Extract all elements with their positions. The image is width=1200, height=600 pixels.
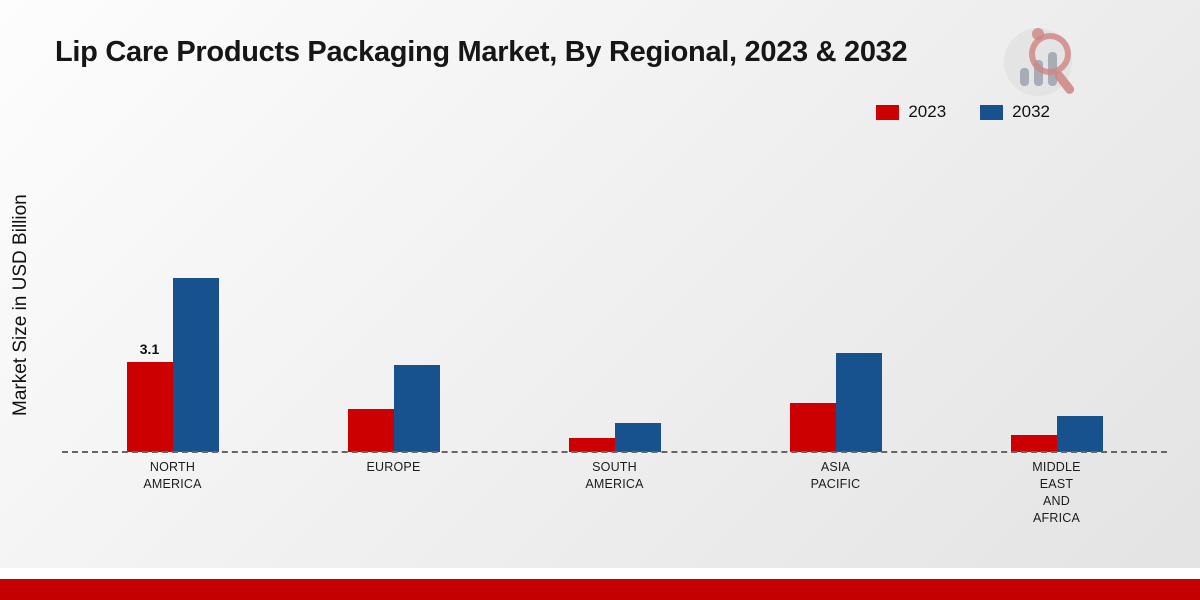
bar-2032: [835, 353, 882, 452]
bar-2023: [568, 437, 615, 452]
bar-2032: [172, 278, 219, 452]
category-label: ASIA PACIFIC: [810, 460, 861, 491]
category-label: NORTH AMERICA: [143, 460, 202, 491]
legend-item-2023: 2023: [876, 102, 946, 122]
category-label: MIDDLE EAST AND AFRICA: [1032, 460, 1081, 525]
bar-pair: [789, 353, 882, 452]
bar-2023: [1010, 434, 1057, 452]
chart-title: Lip Care Products Packaging Market, By R…: [55, 36, 908, 68]
bar-2023: [789, 402, 836, 452]
category-label: SOUTH AMERICA: [585, 460, 644, 491]
legend-item-2032: 2032: [980, 102, 1050, 122]
x-axis-baseline: [62, 451, 1167, 453]
bar-group: [283, 0, 504, 452]
plot-area: 3.1: [62, 0, 1167, 452]
bar-chart-magnifier-logo: [1004, 28, 1075, 96]
y-axis-label: Market Size in USD Billion: [10, 194, 31, 416]
bar-pair: [1010, 415, 1103, 452]
category-axis: NORTH AMERICA EUROPE SOUTH AMERICA ASIA PAC…: [62, 459, 1167, 527]
bar-group: 3.1: [62, 0, 283, 452]
bar-pair: 3.1: [126, 278, 219, 452]
data-label: 3.1: [139, 341, 160, 358]
bar-groups: 3.1: [62, 0, 1167, 452]
legend: 2023 2032: [876, 102, 1050, 122]
bar-2023: 3.1: [126, 341, 173, 452]
bar-2032: [1056, 415, 1103, 452]
category-label: EUROPE: [366, 460, 421, 474]
bar-pair: [568, 423, 661, 452]
bar-group: [504, 0, 725, 452]
legend-swatch: [980, 104, 1004, 120]
bar-group: [946, 0, 1167, 452]
bar-pair: [347, 365, 440, 452]
legend-label: 2023: [908, 102, 947, 121]
footer-red-bar: [0, 579, 1200, 600]
legend-swatch: [876, 104, 900, 120]
bar-2023: [347, 408, 394, 452]
bar-2032: [614, 423, 661, 452]
legend-label: 2032: [1012, 102, 1050, 121]
bar-group: [725, 0, 946, 452]
bar-2032: [393, 365, 440, 452]
footer-white-strip: [0, 568, 1200, 579]
